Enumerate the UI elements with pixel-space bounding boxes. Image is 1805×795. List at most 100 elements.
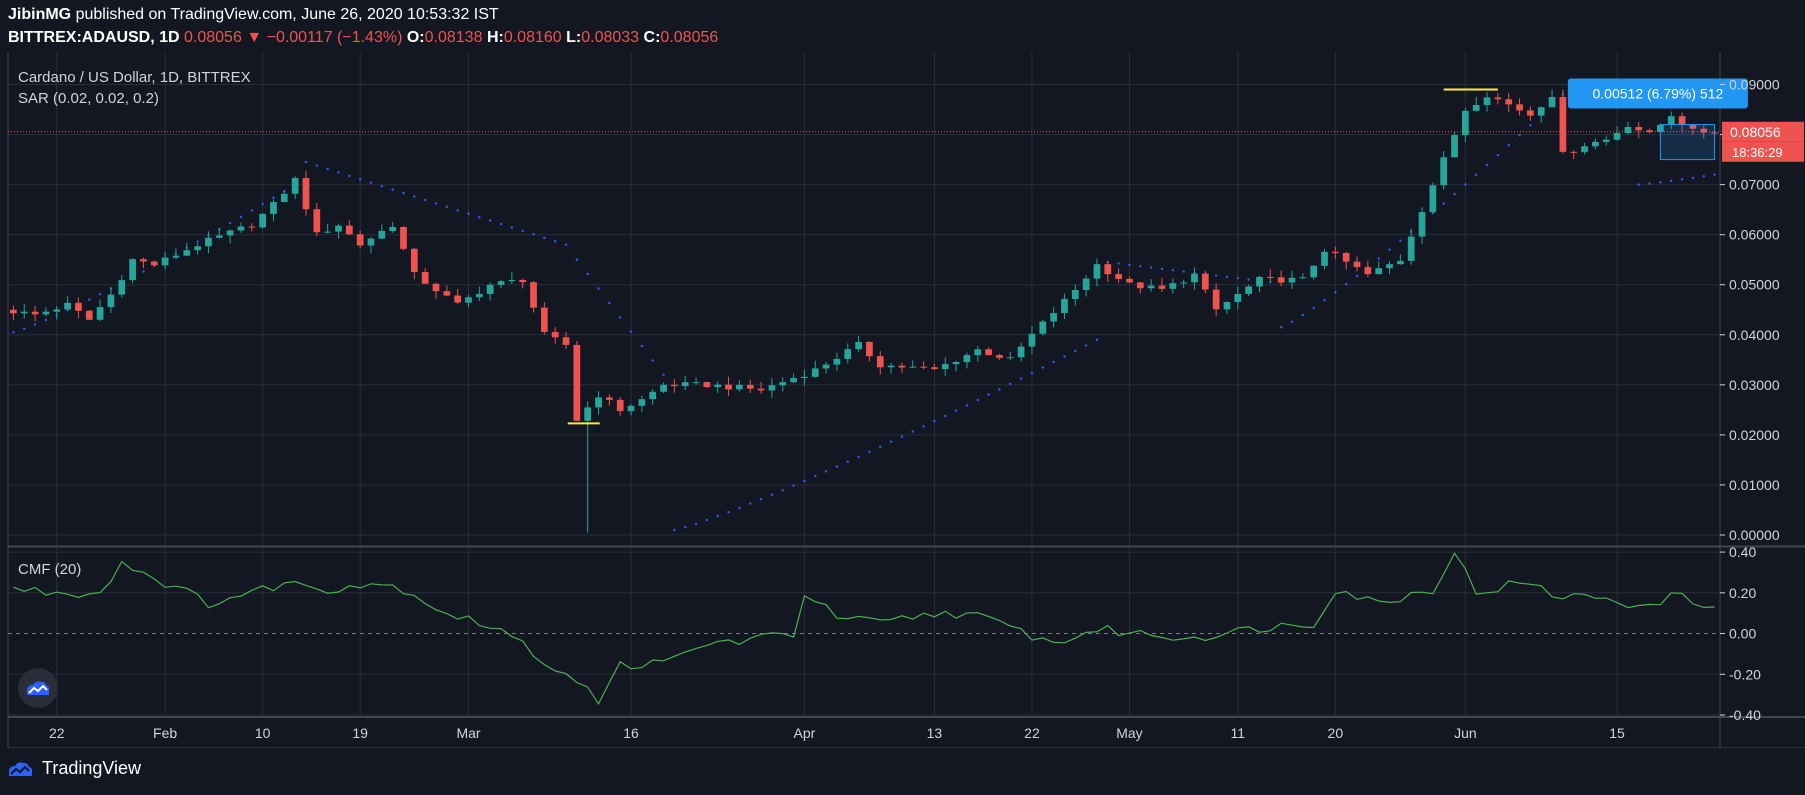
candle [324, 223, 332, 234]
candle [1006, 351, 1014, 361]
candle-body [85, 310, 93, 320]
candle-body [887, 365, 895, 368]
candle [1158, 277, 1166, 292]
tradingview-badge-icon[interactable] [18, 668, 58, 708]
candle-body [1342, 252, 1350, 262]
candle [1527, 106, 1534, 121]
candle-body [866, 341, 873, 357]
candle [1429, 182, 1437, 214]
candle [1407, 228, 1415, 265]
sar-dot [66, 308, 69, 312]
sar-dot [98, 293, 102, 296]
close-value: 0.08056 [660, 29, 719, 46]
candle-body [1472, 104, 1480, 111]
candle [627, 404, 635, 416]
candle [757, 381, 765, 394]
candle [1689, 123, 1697, 135]
candle-body [779, 382, 787, 386]
candle [985, 347, 992, 356]
sar-dot [553, 240, 557, 243]
sar-dot [402, 191, 405, 195]
candle [1396, 254, 1404, 265]
sar-dot [738, 506, 741, 510]
candle [562, 331, 570, 349]
candle-body [400, 226, 407, 249]
candle-body [1266, 276, 1274, 278]
measure-label: 0.00512 (6.79%) 512 [1567, 78, 1748, 109]
sar-dot [12, 331, 15, 334]
candle [237, 222, 245, 233]
sar-dot [1344, 282, 1348, 286]
candle [1613, 126, 1621, 141]
candle [606, 394, 613, 406]
candle [1624, 122, 1632, 135]
author-name[interactable]: JibinMG [8, 6, 72, 23]
candle [898, 362, 906, 373]
candle-body [1126, 278, 1133, 283]
sar-dot [770, 493, 774, 496]
sar-dot [694, 522, 698, 525]
candle [270, 199, 277, 221]
candle-body [1494, 97, 1502, 100]
candle-body [941, 364, 949, 370]
candle [1440, 150, 1448, 190]
candle [1581, 142, 1588, 155]
sar-dot [868, 450, 871, 454]
measure-label-text: 0.00512 (6.79%) 512 [1593, 86, 1724, 102]
sar-dot [911, 430, 914, 433]
sar-dot [933, 419, 936, 423]
candle-body [367, 238, 375, 246]
candle [952, 360, 960, 372]
candle [443, 285, 451, 296]
sar-dot [326, 167, 329, 171]
candle [1169, 278, 1177, 294]
sar-dot [1648, 182, 1651, 185]
candle [1126, 276, 1133, 284]
candle [31, 305, 39, 322]
candle-body [248, 226, 256, 228]
candle-body [1396, 260, 1404, 265]
candle-body [909, 366, 917, 368]
sar-dot [1637, 183, 1640, 186]
candle [64, 296, 71, 310]
high-label: H: [486, 29, 504, 46]
sar-dot [1019, 377, 1023, 380]
sar-dot [1009, 382, 1012, 386]
candle [649, 389, 657, 405]
sar-dot [348, 174, 351, 178]
candle [1592, 138, 1599, 150]
tradingview-logo[interactable]: TradingView [8, 758, 141, 779]
sar-dot [1117, 262, 1120, 265]
sar-dot [1464, 183, 1467, 186]
price-change: ▼ −0.00117 (−1.43%) [246, 29, 403, 46]
time-tick-label: May [1116, 725, 1142, 741]
candle-body [1039, 321, 1047, 334]
candle-body [1017, 346, 1025, 358]
sar-dot [315, 164, 319, 167]
sar-dot [575, 258, 579, 261]
candle-body [1147, 285, 1155, 289]
candle [1570, 150, 1578, 160]
candle [1299, 273, 1307, 279]
symbol-line: BITTREX:ADAUSD, 1D 0.08056 ▼ −0.00117 (−… [8, 29, 718, 47]
candle-body [1646, 130, 1653, 133]
candle-body [465, 297, 472, 303]
candle-body [703, 382, 711, 388]
symbol-label[interactable]: BITTREX:ADAUSD, 1D [8, 29, 180, 46]
candle [920, 361, 927, 370]
candle-body [540, 307, 548, 332]
cmf-tick-label: 0.00 [1729, 626, 1756, 642]
sar-dot [488, 219, 492, 222]
candle [1516, 98, 1523, 116]
candle [1559, 89, 1567, 154]
price-tick-label: 0.09000 [1729, 77, 1780, 93]
sar-dot [1139, 265, 1142, 268]
sar-dot [1225, 275, 1229, 279]
candle-body [280, 193, 288, 203]
sar-dot [1084, 344, 1088, 347]
sar-dot [835, 465, 839, 468]
candle [1147, 279, 1155, 292]
sar-dot [1442, 202, 1445, 205]
high-value: 0.08160 [503, 29, 562, 46]
